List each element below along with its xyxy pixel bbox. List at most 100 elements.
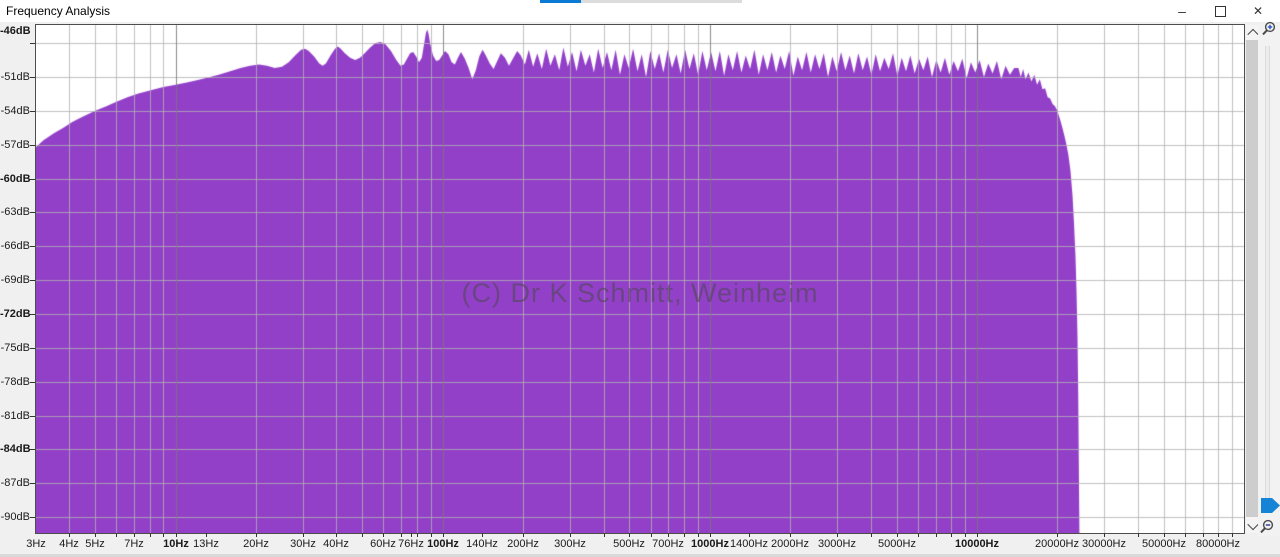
x-axis-tick <box>837 533 838 537</box>
y-axis-tick <box>30 43 35 44</box>
x-axis-tick <box>1164 533 1165 537</box>
x-axis-tick <box>749 533 750 537</box>
x-axis-label: 100Hz <box>427 538 459 550</box>
x-axis-tick <box>918 533 919 537</box>
x-axis-label: 10000Hz <box>954 538 1000 550</box>
x-axis-label: 20000Hz <box>1034 538 1080 550</box>
x-axis-label: 500Hz <box>613 538 645 550</box>
zoom-slider-track[interactable] <box>1265 46 1270 512</box>
restore-button[interactable] <box>1198 0 1242 22</box>
y-axis-label: -60dB <box>0 172 31 185</box>
x-axis-label: 4Hz <box>59 538 79 550</box>
x-axis-tick <box>523 533 524 537</box>
minimize-button[interactable]: – <box>1160 0 1204 22</box>
x-axis-tick <box>1218 533 1219 537</box>
zoom-out-icon <box>1259 519 1273 533</box>
x-axis-tick <box>570 533 571 537</box>
zoom-in-button[interactable] <box>1258 20 1278 38</box>
window-bottom-edge <box>0 554 1280 557</box>
x-axis-tick <box>95 533 96 537</box>
window-title: Frequency Analysis <box>6 4 111 18</box>
x-axis-tick <box>1232 533 1233 537</box>
y-axis-label: -84dB <box>0 443 31 456</box>
x-axis-tick <box>1203 533 1204 537</box>
x-axis-label: 10Hz <box>163 538 189 550</box>
x-axis-tick <box>1138 533 1139 537</box>
x-axis-label: 50000Hz <box>1141 538 1187 550</box>
x-axis-tick <box>629 533 630 537</box>
y-axis-label: -54dB <box>0 104 30 117</box>
x-axis-tick <box>401 533 402 537</box>
x-axis-tick <box>134 533 135 537</box>
plot-area[interactable] <box>35 24 1245 534</box>
x-axis-tick <box>443 533 444 537</box>
minimize-icon: – <box>1178 3 1186 19</box>
y-axis-label: -57dB <box>0 138 30 151</box>
y-axis-tick <box>30 145 35 146</box>
x-axis-label: 7Hz <box>124 538 144 550</box>
y-axis-tick <box>30 179 35 180</box>
x-axis-label: 2000Hz <box>771 538 809 550</box>
y-axis-tick <box>30 314 35 315</box>
x-axis-tick <box>411 533 412 537</box>
x-axis-tick <box>362 533 363 537</box>
y-axis-tick <box>30 348 35 349</box>
x-axis-tick <box>417 533 418 537</box>
x-axis-tick <box>790 533 791 537</box>
x-axis-tick <box>1057 533 1058 537</box>
y-axis-label: -90dB <box>0 511 30 524</box>
y-axis-tick <box>30 111 35 112</box>
y-axis-tick <box>30 77 35 78</box>
chevron-up-icon <box>1246 28 1259 40</box>
spectrum-canvas[interactable] <box>36 25 1244 533</box>
x-axis-label: 1000Hz <box>691 538 729 550</box>
restore-icon <box>1214 2 1229 17</box>
x-axis-tick <box>668 533 669 537</box>
y-axis-tick <box>30 246 35 247</box>
y-axis-label: -69dB <box>0 274 30 287</box>
x-axis-tick <box>871 533 872 537</box>
x-axis-label: 30Hz <box>290 538 316 550</box>
x-axis-label: 80000Hz <box>1195 538 1241 550</box>
x-axis-tick <box>69 533 70 537</box>
x-axis-tick <box>651 533 652 537</box>
titlebar[interactable]: Frequency Analysis – ✕ <box>0 0 1280 22</box>
y-axis-label: -51dB <box>0 70 30 83</box>
progress-bar-fill <box>540 0 581 3</box>
x-axis-tick <box>977 533 978 537</box>
x-axis-tick <box>684 533 685 537</box>
y-axis-tick <box>30 416 35 417</box>
x-axis-tick <box>163 533 164 537</box>
x-axis-tick <box>383 533 384 537</box>
x-axis-tick <box>206 533 207 537</box>
vertical-scrollbar-thumb[interactable] <box>1246 40 1258 517</box>
x-axis-label: 200Hz <box>507 538 539 550</box>
y-axis-tick <box>30 449 35 450</box>
close-button[interactable]: ✕ <box>1236 0 1280 22</box>
x-axis-tick <box>698 533 699 537</box>
scroll-up-button[interactable] <box>1246 26 1259 40</box>
x-axis-label: 76Hz <box>398 538 424 550</box>
x-axis-label: 700Hz <box>652 538 684 550</box>
x-axis-label: 3000Hz <box>818 538 856 550</box>
y-axis-label: -75dB <box>0 341 30 354</box>
y-axis-tick <box>30 483 35 484</box>
close-icon: ✕ <box>1252 4 1264 18</box>
x-axis-label: 5Hz <box>85 538 105 550</box>
x-axis-tick <box>150 533 151 537</box>
zoom-slider-thumb[interactable] <box>1261 498 1280 513</box>
x-axis-label: 1400Hz <box>730 538 768 550</box>
x-axis-tick <box>604 533 605 537</box>
x-axis-tick <box>116 533 117 537</box>
y-axis-label: -63dB <box>0 206 30 219</box>
zoom-out-button[interactable] <box>1256 518 1276 536</box>
zoom-in-icon <box>1261 21 1275 35</box>
y-axis-label: -72dB <box>0 307 31 320</box>
x-axis-tick <box>176 533 177 537</box>
x-axis-label: 5000Hz <box>878 538 916 550</box>
x-axis-tick <box>256 533 257 537</box>
x-axis-tick <box>965 533 966 537</box>
x-axis-label: 3Hz <box>26 538 46 550</box>
y-axis-label: -78dB <box>0 375 30 388</box>
x-axis-tick <box>951 533 952 537</box>
